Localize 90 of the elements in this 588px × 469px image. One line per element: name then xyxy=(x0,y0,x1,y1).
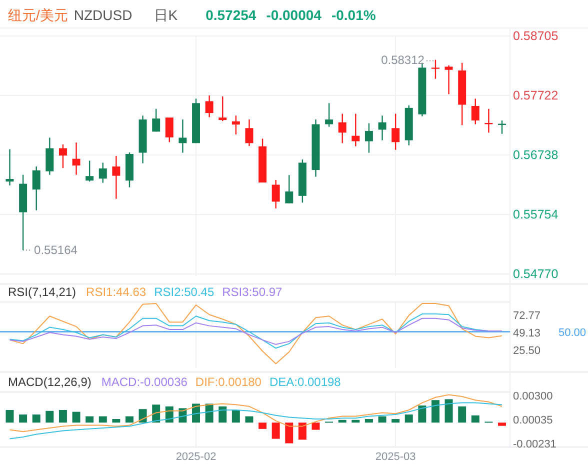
candlestick xyxy=(6,148,14,186)
text: RSI3:50.97 xyxy=(222,285,283,299)
candlestick xyxy=(218,96,227,122)
bar xyxy=(98,416,107,423)
chart-title: RSI(7,14,21) xyxy=(8,285,76,299)
bar xyxy=(272,422,280,439)
bar xyxy=(138,409,147,423)
series-label: RSI2:50.45 xyxy=(154,285,214,299)
candlestick xyxy=(444,64,453,95)
bar xyxy=(218,406,227,423)
y-tick-label: 0.58705 xyxy=(513,29,558,43)
bar xyxy=(404,414,413,423)
bar xyxy=(458,406,466,423)
annotation: 0.55164 xyxy=(34,243,78,258)
bar xyxy=(6,410,14,423)
candlestick xyxy=(58,144,67,169)
series-label: MACD:-0.00036 xyxy=(101,375,188,389)
text: -0.00004 xyxy=(266,7,322,23)
candlestick xyxy=(471,98,480,125)
candlestick xyxy=(338,113,346,144)
bar xyxy=(232,410,240,423)
y-tick-label: -0.00231 xyxy=(513,438,556,450)
candlestick xyxy=(46,137,54,176)
candlestick xyxy=(178,118,187,154)
bar xyxy=(19,414,28,423)
line-series xyxy=(9,302,502,364)
bar xyxy=(418,406,426,423)
bar xyxy=(258,422,267,429)
candlestick xyxy=(431,59,440,80)
annotation: 0.58312 xyxy=(381,52,425,67)
candlestick xyxy=(205,94,214,118)
bar xyxy=(364,419,373,423)
bar xyxy=(32,414,40,423)
candlestick xyxy=(285,174,294,204)
candlestick xyxy=(245,118,254,147)
candlestick xyxy=(98,162,107,184)
candlestick xyxy=(272,179,280,209)
bar xyxy=(498,422,506,426)
series-label: DIF:0.00180 xyxy=(195,375,262,389)
series-label: RSI1:44.63 xyxy=(86,285,146,299)
line-series xyxy=(9,402,502,440)
candlestick xyxy=(32,166,40,211)
bar xyxy=(112,419,120,423)
candlestick xyxy=(232,114,240,136)
text: 0.57254 xyxy=(206,7,256,23)
ref-line-label: 50.00 xyxy=(558,326,586,339)
bar xyxy=(312,422,320,430)
bar xyxy=(46,410,54,423)
bar xyxy=(444,399,453,423)
chart-title: MACD(12,26,9) xyxy=(8,375,92,389)
bar xyxy=(471,415,480,423)
y-tick-label: 0.57722 xyxy=(513,88,558,102)
candlestick xyxy=(112,155,120,200)
chart-subtitle: NZDUSD xyxy=(74,7,132,23)
bar xyxy=(431,400,440,423)
y-tick-label: 72.77 xyxy=(513,310,541,322)
candlestick xyxy=(165,116,174,143)
y-tick-label: 0.56738 xyxy=(513,148,558,162)
chart-title: 纽元/美元 xyxy=(8,7,68,23)
bar xyxy=(86,416,94,423)
candlestick xyxy=(325,102,334,128)
bar xyxy=(285,422,294,444)
line-series xyxy=(9,394,502,432)
x-tick-label: 2025-03 xyxy=(375,451,416,463)
bar xyxy=(392,419,400,423)
candlestick xyxy=(364,122,373,154)
bar xyxy=(378,416,386,423)
candlestick xyxy=(152,108,160,132)
candlestick xyxy=(392,113,400,150)
y-tick-label: 0.00035 xyxy=(513,414,553,426)
y-tick-label: 25.50 xyxy=(513,345,541,357)
bar xyxy=(125,416,134,423)
text: 日K xyxy=(154,7,178,23)
text: -0.01% xyxy=(331,7,376,23)
x-tick-label: 2025-02 xyxy=(176,451,216,463)
bar xyxy=(72,412,80,423)
bar xyxy=(352,420,360,423)
y-tick-label: 0.00300 xyxy=(513,390,553,403)
bar xyxy=(245,416,254,423)
bar xyxy=(338,420,346,423)
y-tick-label: 49.13 xyxy=(513,327,541,340)
y-tick-label: 0.54770 xyxy=(513,267,558,281)
candlestick xyxy=(86,160,94,182)
y-tick-label: 0.55754 xyxy=(513,207,558,222)
candlestick xyxy=(352,113,360,147)
bar xyxy=(58,410,67,423)
candlestick xyxy=(72,142,80,176)
text: DEA:0.00198 xyxy=(269,375,342,389)
candlestick xyxy=(378,114,386,141)
bar xyxy=(298,422,306,440)
